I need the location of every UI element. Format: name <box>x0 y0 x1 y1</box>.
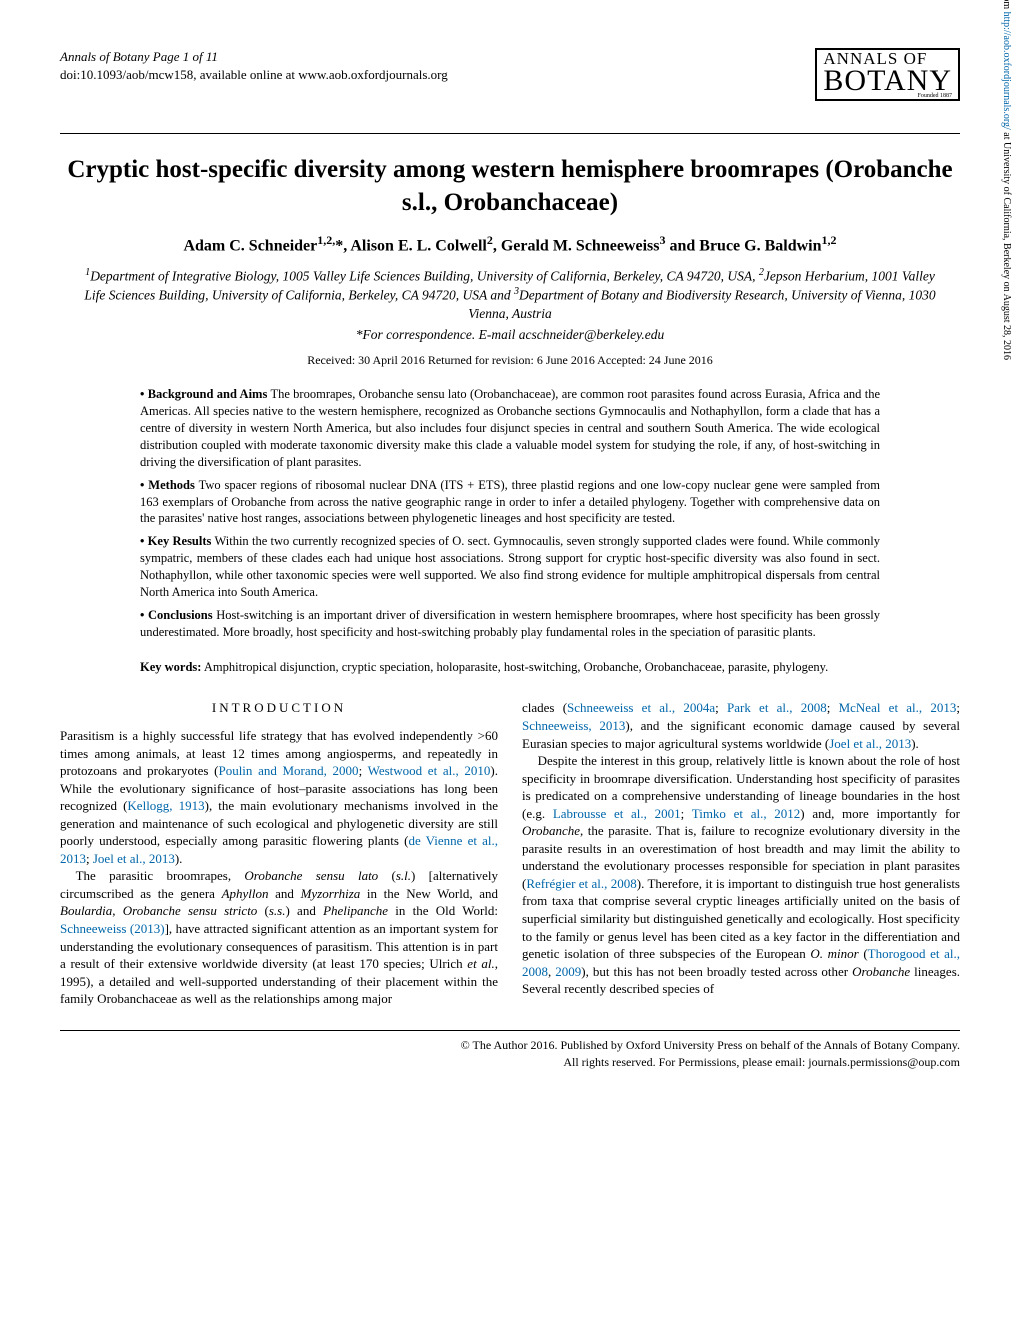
abstract-conclusions-text: Host-switching is an important driver of… <box>140 608 880 639</box>
abstract-methods-label: • Methods <box>140 478 195 492</box>
abstract-background: • Background and Aims The broomrapes, Or… <box>140 386 880 470</box>
abstract-results-text: Within the two currently recognized spec… <box>140 534 880 599</box>
abstract-conclusions-label: • Conclusions <box>140 608 213 622</box>
intro-p3: clades (Schneeweiss et al., 2004a; Park … <box>522 699 960 752</box>
abstract-conclusions: • Conclusions Host-switching is an impor… <box>140 607 880 641</box>
article-title: Cryptic host-specific diversity among we… <box>60 154 960 219</box>
column-left: INTRODUCTION Parasitism is a highly succ… <box>60 699 498 1007</box>
footer-rule <box>60 1030 960 1031</box>
column-right: clades (Schneeweiss et al., 2004a; Park … <box>522 699 960 1007</box>
journal-header: Annals of Botany Page 1 of 11 doi:10.109… <box>60 48 448 84</box>
download-sidebar: Downloaded from http://aob.oxfordjournal… <box>1001 0 1012 360</box>
keywords-text: Amphitropical disjunction, cryptic speci… <box>204 660 828 674</box>
logo-bottom-text: BOTANY <box>823 67 952 96</box>
abstract-methods: • Methods Two spacer regions of ribosoma… <box>140 477 880 528</box>
logo-box: ANNALS OF BOTANY Founded 1887 <box>815 48 960 101</box>
abstract-methods-text: Two spacer regions of ribosomal nuclear … <box>140 478 880 526</box>
intro-p1: Parasitism is a highly successful life s… <box>60 727 498 867</box>
keywords-label: Key words: <box>140 660 201 674</box>
page-header: Annals of Botany Page 1 of 11 doi:10.109… <box>60 48 960 101</box>
history-dates: Received: 30 April 2016 Returned for rev… <box>60 353 960 368</box>
body-columns: INTRODUCTION Parasitism is a highly succ… <box>60 699 960 1007</box>
affiliations: 1Department of Integrative Biology, 1005… <box>84 266 936 324</box>
sidebar-pre: Downloaded from <box>1001 0 1012 12</box>
correspondence: *For correspondence. E-mail acschneider@… <box>60 327 960 343</box>
keywords-block: Key words: Amphitropical disjunction, cr… <box>140 659 880 676</box>
journal-line-2: doi:10.1093/aob/mcw158, available online… <box>60 66 448 84</box>
journal-logo: ANNALS OF BOTANY Founded 1887 <box>815 48 960 101</box>
intro-p2: The parasitic broomrapes, Orobanche sens… <box>60 867 498 1007</box>
abstract-results-label: • Key Results <box>140 534 211 548</box>
abstract-results: • Key Results Within the two currently r… <box>140 533 880 601</box>
footer-line-2: All rights reserved. For Permissions, pl… <box>60 1054 960 1071</box>
footer-line-1: © The Author 2016. Published by Oxford U… <box>60 1037 960 1054</box>
journal-line-1: Annals of Botany Page 1 of 11 <box>60 48 448 66</box>
abstract-background-label: • Background and Aims <box>140 387 267 401</box>
sidebar-post: at University of California, Berkeley on… <box>1001 130 1012 360</box>
authors-line: Adam C. Schneider1,2,*, Alison E. L. Col… <box>60 233 960 255</box>
copyright-footer: © The Author 2016. Published by Oxford U… <box>60 1037 960 1071</box>
intro-p4: Despite the interest in this group, rela… <box>522 752 960 998</box>
section-heading-intro: INTRODUCTION <box>60 699 498 717</box>
top-rule <box>60 133 960 134</box>
abstract-block: • Background and Aims The broomrapes, Or… <box>140 386 880 640</box>
sidebar-link[interactable]: http://aob.oxfordjournals.org/ <box>1001 12 1012 130</box>
